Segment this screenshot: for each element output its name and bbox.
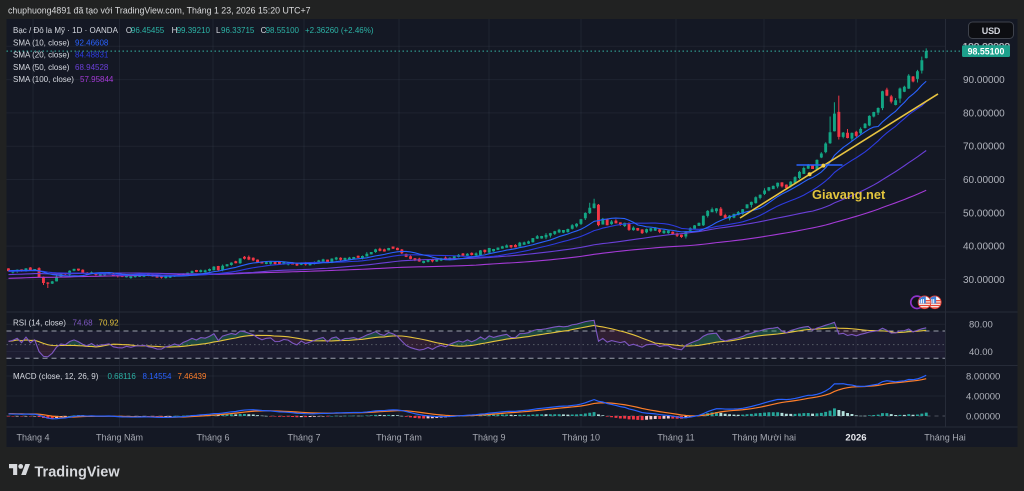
svg-text:O: O: [126, 26, 132, 35]
svg-text:Tháng 11: Tháng 11: [657, 433, 694, 443]
svg-text:8.14554: 8.14554: [143, 372, 172, 381]
svg-text:99.39210: 99.39210: [177, 26, 211, 35]
svg-text:4.00000: 4.00000: [966, 392, 1000, 403]
svg-text:57.95844: 57.95844: [80, 75, 114, 84]
svg-text:2026: 2026: [845, 433, 866, 444]
svg-text:MACD (close, 12, 26, 9): MACD (close, 12, 26, 9): [13, 372, 99, 381]
svg-text:+2.36260 (+2.46%): +2.36260 (+2.46%): [305, 26, 374, 35]
svg-text:SMA (20, close): SMA (20, close): [13, 51, 70, 60]
svg-text:74.68: 74.68: [73, 319, 94, 328]
svg-text:H: H: [172, 26, 178, 35]
svg-text:0.68116: 0.68116: [108, 372, 137, 381]
svg-text:8.00000: 8.00000: [966, 372, 1000, 383]
svg-text:80.00000: 80.00000: [963, 108, 1005, 119]
svg-text:68.94528: 68.94528: [75, 63, 109, 72]
svg-text:Tháng Tám: Tháng Tám: [376, 433, 422, 443]
svg-text:30.00000: 30.00000: [963, 275, 1005, 286]
svg-text:L: L: [216, 26, 221, 35]
svg-text:70.92: 70.92: [99, 319, 120, 328]
svg-text:chuphuong4891 đã tạo với Tradi: chuphuong4891 đã tạo với TradingView.com…: [8, 6, 311, 16]
svg-text:40.00: 40.00: [969, 347, 993, 358]
svg-text:Tháng 6: Tháng 6: [196, 433, 229, 443]
svg-text:98.55100: 98.55100: [968, 47, 1005, 57]
svg-text:70.00000: 70.00000: [963, 142, 1005, 153]
svg-text:Tháng Mười hai: Tháng Mười hai: [732, 433, 796, 443]
svg-text:98.55100: 98.55100: [266, 26, 300, 35]
svg-text:96.33715: 96.33715: [221, 26, 255, 35]
svg-text:Giavang.net: Giavang.net: [812, 187, 886, 202]
svg-text:7.46439: 7.46439: [178, 372, 207, 381]
svg-text:SMA (50, close): SMA (50, close): [13, 63, 70, 72]
svg-text:92.46608: 92.46608: [75, 38, 109, 47]
svg-text:50.00000: 50.00000: [963, 208, 1005, 219]
svg-text:Tháng 7: Tháng 7: [287, 433, 320, 443]
svg-text:0.00000: 0.00000: [966, 412, 1000, 423]
svg-text:C: C: [261, 26, 267, 35]
svg-text:Tháng 9: Tháng 9: [472, 433, 505, 443]
svg-text:RSI (14, close): RSI (14, close): [13, 319, 66, 328]
svg-text:Tháng Hai: Tháng Hai: [924, 433, 966, 443]
svg-text:96.45455: 96.45455: [131, 26, 165, 35]
svg-text:SMA (100, close): SMA (100, close): [13, 75, 74, 84]
svg-text:40.00000: 40.00000: [963, 242, 1005, 253]
svg-text:SMA (10, close): SMA (10, close): [13, 38, 70, 47]
svg-text:USD: USD: [982, 26, 1001, 36]
svg-text:Bạc / Đô la Mỹ · 1D · OANDA: Bạc / Đô la Mỹ · 1D · OANDA: [13, 26, 119, 35]
svg-text:Tháng Năm: Tháng Năm: [96, 433, 143, 443]
svg-text:60.00000: 60.00000: [963, 175, 1005, 186]
svg-text:80.00: 80.00: [969, 320, 993, 331]
svg-text:Tháng 4: Tháng 4: [16, 433, 49, 443]
svg-text:84.48831: 84.48831: [75, 51, 109, 60]
svg-text:TradingView: TradingView: [35, 465, 121, 481]
svg-text:Tháng 10: Tháng 10: [562, 433, 600, 443]
svg-text:90.00000: 90.00000: [963, 75, 1005, 86]
